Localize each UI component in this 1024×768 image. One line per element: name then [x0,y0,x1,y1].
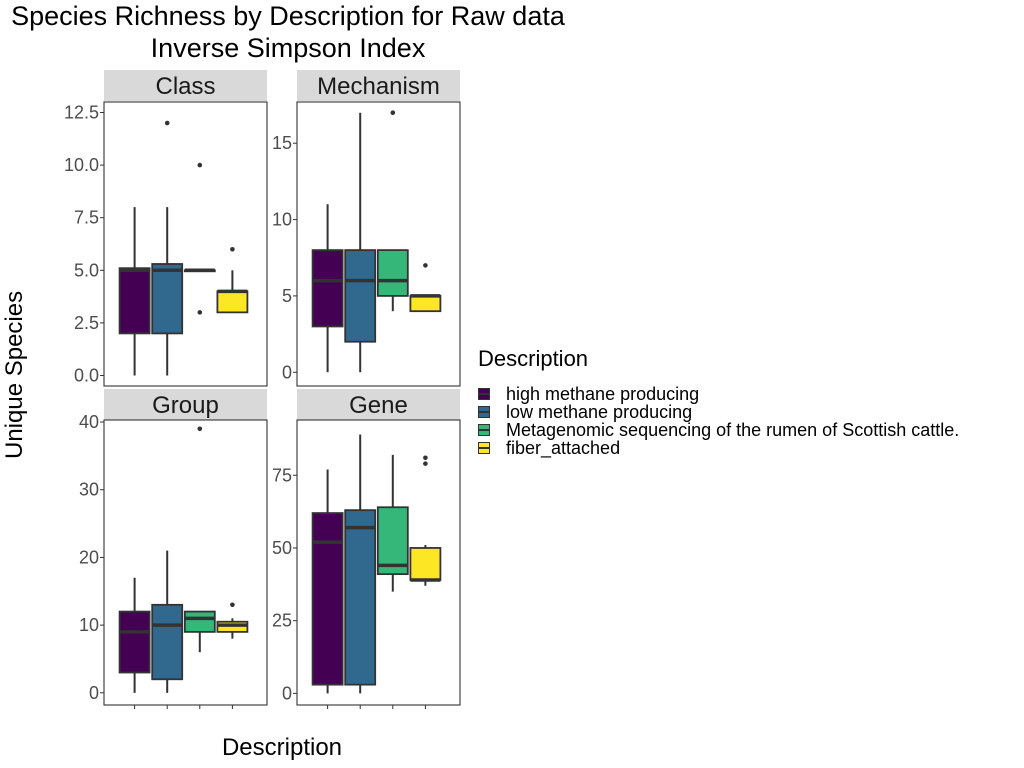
box-outlier [230,246,235,252]
y-tick-label: 10 [79,615,99,635]
legend-swatch [478,388,490,400]
box-outlier [164,120,170,126]
y-tick-label: 40 [79,412,99,432]
y-tick-label: 0 [282,362,292,382]
panel-border [103,419,268,706]
box-body [183,610,216,633]
x-axis-label: Description [221,734,343,761]
legend-swatch [478,442,490,454]
y-tick-label: 7.5 [74,208,99,228]
facet-strip [297,70,460,101]
box-body [311,249,344,328]
y-tick-label: 2.5 [74,313,99,333]
panel-border [103,101,268,387]
legend-label: Metagenomic sequencing of the rumen of S… [506,419,960,440]
y-axis-label: Unique Species [1,290,28,459]
legend-item-low-methane: low methane producing [478,401,693,422]
legend-title: Description [478,346,589,371]
box-body [311,512,344,686]
facet-strip [104,389,267,420]
y-tick-label: 0.0 [74,365,99,385]
legend-label: low methane producing [506,401,693,422]
box-outlier [197,162,203,168]
legend-item-high-methane: high methane producing [478,383,700,404]
box-outlier [423,455,428,461]
box-body [376,506,409,576]
box-outlier [423,263,428,268]
legend-label: high methane producing [506,383,700,404]
box-body [344,509,377,686]
facet-strip [104,70,267,101]
facet-strip-label: Gene [349,392,408,419]
box-body [376,249,409,297]
box-body [118,267,151,335]
panel-border [296,101,461,387]
facet-strip [297,389,460,420]
box-body [409,295,442,313]
y-tick-label: 10 [272,210,292,230]
y-tick-label: 12.5 [64,103,99,123]
box-body [118,610,151,674]
legend-item-metagenomic: Metagenomic sequencing of the rumen of S… [478,419,960,440]
legend-swatch [478,424,490,436]
y-tick-label: 5.0 [74,260,99,280]
box-body [216,290,249,314]
chart-subtitle: Inverse Simpson Index [150,33,426,63]
chart-title: Species Richness by Description for Raw … [11,1,565,31]
y-tick-label: 10.0 [64,155,99,175]
y-tick-label: 50 [272,538,292,558]
y-tick-label: 0 [89,683,99,703]
box-outlier [197,310,203,315]
box-body [344,249,377,343]
y-tick-label: 30 [79,480,99,500]
legend-swatch [478,406,490,418]
facet-strip-label: Mechanism [317,73,440,100]
y-tick-label: 75 [272,465,292,485]
box-outlier [390,110,396,115]
box-outlier [423,461,428,466]
y-tick-label: 20 [79,547,99,567]
facet-strip-label: Class [155,73,215,100]
panel-border [296,419,461,706]
facet-strip-label: Group [152,392,219,419]
y-tick-label: 0 [282,683,292,703]
y-tick-label: 15 [272,133,292,153]
box-outlier [230,602,235,608]
box-outlier [197,426,203,432]
box-body [151,603,184,681]
y-tick-label: 25 [272,611,292,631]
box-body [409,547,442,581]
legend-item-fiber-attached: fiber_attached [478,437,621,458]
box-body [151,263,184,335]
y-tick-label: 5 [282,286,292,306]
legend-label: fiber_attached [506,437,621,458]
